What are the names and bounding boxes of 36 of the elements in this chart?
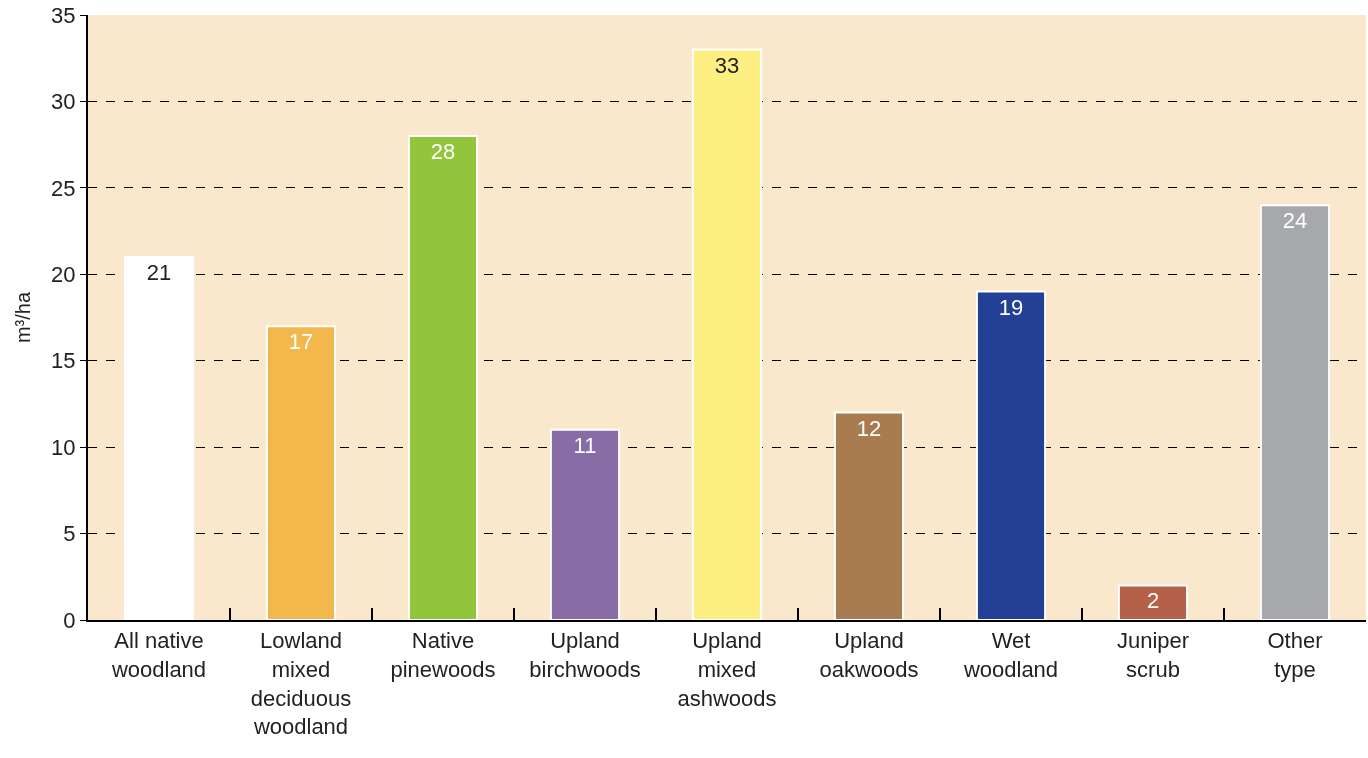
data-label: 2: [1146, 588, 1160, 614]
data-label: 11: [573, 432, 597, 458]
y-tick-label: 5: [63, 521, 76, 547]
y-tick-label: 30: [51, 89, 76, 115]
bar: [123, 256, 195, 620]
bar: [549, 428, 621, 620]
data-label: 33: [714, 52, 740, 78]
x-tick-label: Juniper scrub: [1116, 628, 1190, 682]
y-tick-label: 25: [51, 175, 76, 201]
data-label: 17: [288, 329, 314, 355]
bar: [1259, 204, 1331, 620]
bar: [691, 48, 763, 620]
bar: [833, 411, 905, 620]
x-tick-label: Lowland mixed deciduous woodland: [250, 628, 352, 740]
x-tick-label: Other type: [1267, 628, 1323, 682]
y-tick-label: 10: [51, 434, 76, 460]
data-label: 28: [430, 139, 456, 164]
x-tick-label: Upland birchwoods: [529, 628, 641, 682]
y-tick-label: 15: [51, 348, 76, 374]
y-tick-label: 20: [51, 261, 76, 287]
bar: [265, 325, 337, 620]
bar: [1117, 584, 1189, 620]
x-tick-label: All native woodland: [110, 628, 207, 682]
data-label: 24: [1282, 208, 1308, 234]
y-axis-title: m³/ha: [12, 291, 35, 344]
data-label: 19: [998, 294, 1024, 320]
x-tick-label: Upland oakwoods: [819, 628, 919, 682]
y-tick-label: 35: [51, 2, 76, 28]
x-tick-label: Upland mixed ashwoods: [677, 628, 777, 711]
data-label: 21: [146, 260, 172, 285]
bar: [407, 135, 479, 620]
x-tick-label: Native pinewoods: [390, 628, 496, 682]
x-tick-label: Wet woodland: [962, 628, 1059, 682]
y-tick-label: 0: [63, 607, 76, 633]
data-label: 12: [856, 415, 882, 441]
bar: [975, 290, 1047, 620]
